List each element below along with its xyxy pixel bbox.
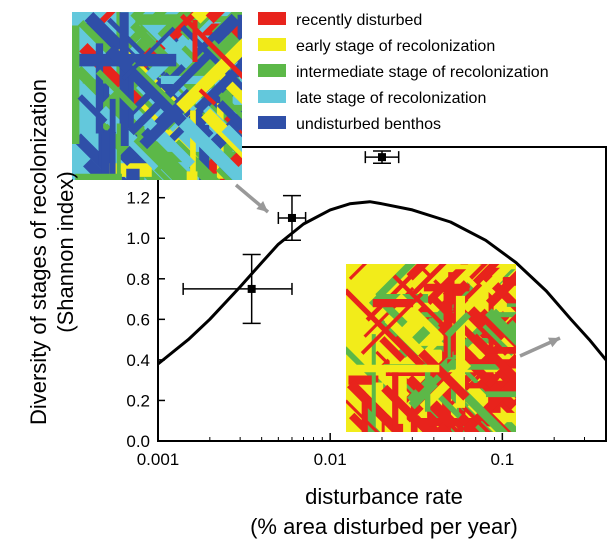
x-axis-label: (% area disturbed per year) <box>250 514 518 539</box>
y-axis-label: (Shannon index) <box>53 171 78 332</box>
map-patch <box>159 13 241 95</box>
low-disturbance-map-thumbnail <box>72 12 242 180</box>
map-patch <box>501 337 516 356</box>
map-patch <box>479 269 516 313</box>
x-axis-label: disturbance rate <box>305 484 463 509</box>
map-patch <box>490 264 516 291</box>
y-tick-label: 1.0 <box>126 229 150 248</box>
y-tick-label: 1.2 <box>126 189 150 208</box>
legend-label: undisturbed benthos <box>296 116 441 133</box>
pointer-arrow-head <box>256 201 268 212</box>
map-patch <box>392 274 453 335</box>
map-patch <box>472 264 500 286</box>
map-patch <box>221 124 242 153</box>
map-patch <box>505 320 516 337</box>
legend-swatch <box>258 38 286 51</box>
legend-label: intermediate stage of recolonization <box>296 64 549 81</box>
y-axis-label: Diversity of stages of recolonization <box>26 79 51 425</box>
map-patch <box>128 50 213 136</box>
map-patch <box>346 399 380 432</box>
map-patch <box>77 94 108 125</box>
map-patch <box>178 116 242 180</box>
map-patch <box>346 288 426 371</box>
map-patch <box>131 62 176 106</box>
map-patch <box>194 62 242 113</box>
map-patch <box>93 12 116 30</box>
x-tick-label: 0.001 <box>137 450 180 469</box>
legend-swatch <box>258 64 286 77</box>
map-patch <box>379 336 406 363</box>
high-disturbance-map-thumbnail <box>346 264 516 432</box>
pointer-arrow-head <box>548 337 560 348</box>
map-patch <box>216 100 242 132</box>
axis-labels: disturbance rate (% area disturbed per ye… <box>26 79 518 539</box>
map-patch <box>411 264 447 296</box>
legend: recently disturbed early stage of recolon… <box>258 12 549 133</box>
map-patch <box>138 112 196 169</box>
map-patch <box>418 349 470 401</box>
map-patch <box>375 264 415 299</box>
map-patch <box>461 405 491 432</box>
data-point <box>247 284 256 293</box>
map-patch <box>505 376 516 394</box>
model-curve <box>157 200 608 366</box>
map-patch <box>360 292 424 355</box>
plot-area: 0.0 0.2 0.4 0.6 0.8 1.0 1.2 0.001 0.01 0.1 <box>126 146 608 469</box>
data-point <box>378 153 386 162</box>
y-tick-label: 0.4 <box>126 351 150 370</box>
y-tick-label: 0.0 <box>126 432 150 451</box>
map-patch <box>485 270 516 308</box>
legend-label: late stage of recolonization <box>296 90 486 107</box>
map-patch <box>469 264 488 280</box>
legend-swatch <box>258 90 286 103</box>
map-patch <box>455 385 509 432</box>
map-patch <box>380 300 408 328</box>
legend-label: recently disturbed <box>296 12 422 29</box>
map-patch <box>417 423 431 432</box>
x-tick-label: 0.01 <box>314 450 347 469</box>
map-patch <box>207 81 242 120</box>
map-patch <box>350 334 374 357</box>
data-point <box>287 213 296 222</box>
map-patch <box>348 412 374 432</box>
map-patch <box>384 315 428 360</box>
map-patch <box>444 312 471 339</box>
map-patch <box>157 12 193 41</box>
map-patch <box>366 385 403 422</box>
thumbnail-arrows <box>234 183 561 358</box>
map-patch <box>451 264 479 285</box>
map-patch <box>485 308 516 346</box>
legend-swatch <box>258 116 286 129</box>
map-patch <box>137 12 203 78</box>
legend-swatch <box>258 12 286 25</box>
map-patch <box>105 45 187 127</box>
map-patch <box>198 88 217 106</box>
map-patch <box>428 422 443 432</box>
y-tick-label: 0.8 <box>126 270 150 289</box>
map-patch <box>425 264 470 305</box>
map-patch <box>348 264 368 281</box>
map-patch <box>381 384 435 432</box>
y-tick-label: 0.2 <box>126 391 150 410</box>
y-tick-label: 0.6 <box>126 310 150 329</box>
map-patch <box>500 376 516 399</box>
map-patch <box>95 69 138 111</box>
map-patch <box>121 26 176 81</box>
map-patch <box>148 141 196 180</box>
map-patch <box>462 264 516 313</box>
map-patch <box>503 419 516 432</box>
map-patch <box>479 264 488 269</box>
x-tick-label: 0.1 <box>491 450 515 469</box>
legend-label: early stage of recolonization <box>296 38 495 55</box>
